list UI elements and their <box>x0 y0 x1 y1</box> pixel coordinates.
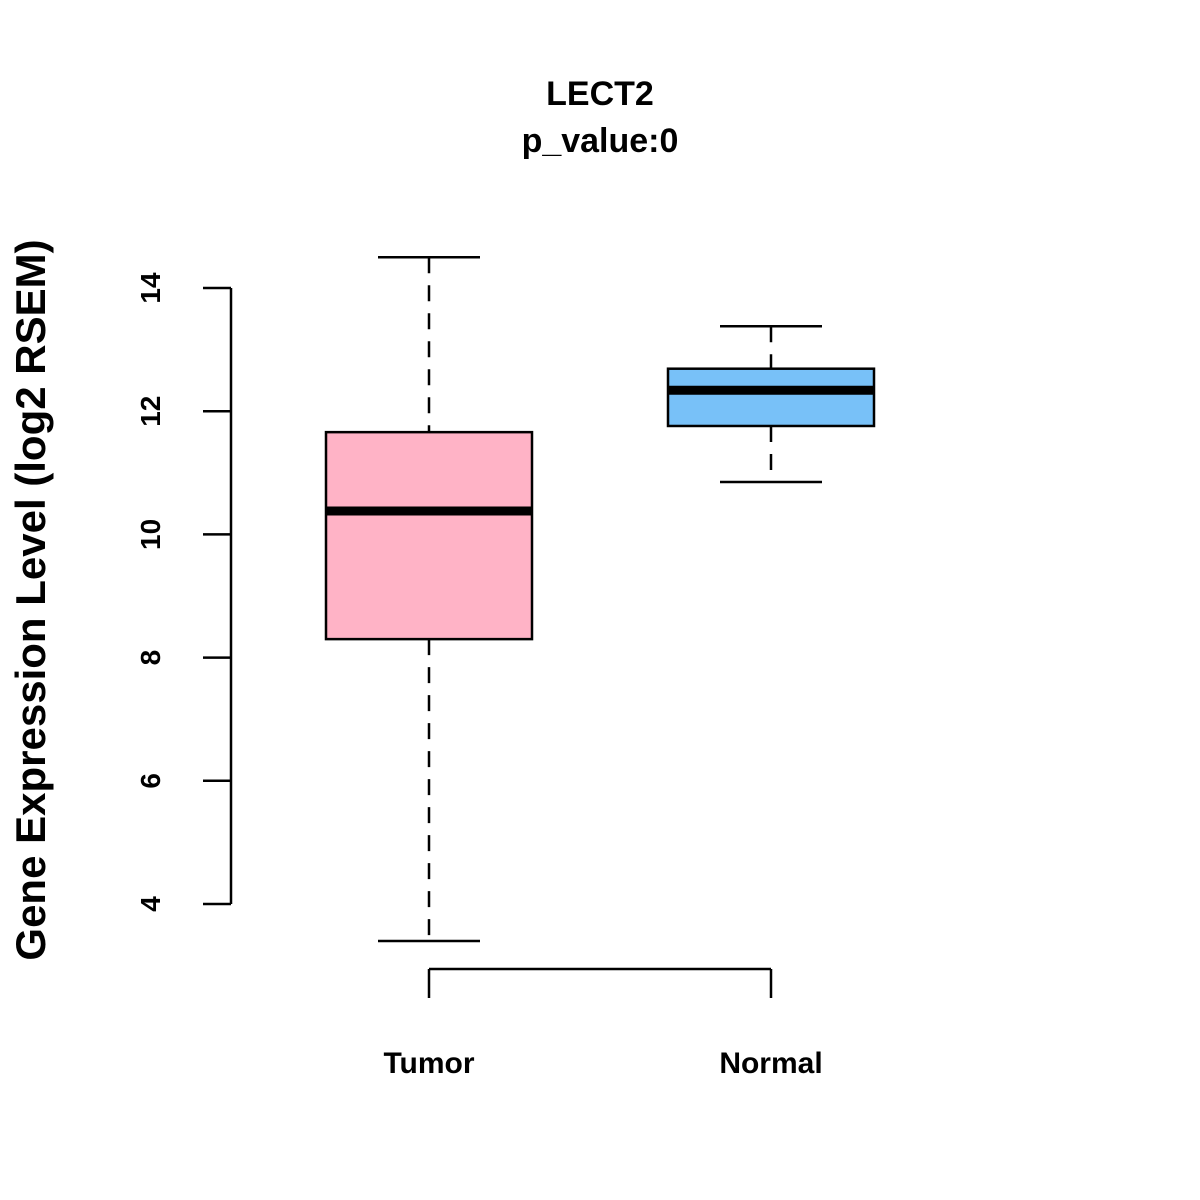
iqr-box <box>666 367 876 428</box>
y-tick-label: 4 <box>135 896 166 912</box>
chart-title: LECT2 <box>546 75 654 113</box>
y-tick-label: 6 <box>135 773 166 789</box>
y-tick-label: 12 <box>135 396 166 427</box>
chart-subtitle: p_value:0 <box>522 122 679 160</box>
x-tick-label: Normal <box>719 1047 822 1080</box>
y-tick-label: 8 <box>135 650 166 666</box>
box-normal <box>666 324 876 484</box>
y-tick-label: 14 <box>135 272 166 304</box>
y-axis: 4 6 8 10 12 14 <box>135 272 233 912</box>
iqr-box <box>324 430 534 641</box>
x-tick-label: Tumor <box>383 1047 474 1080</box>
y-axis-label: Gene Expression Level (log2 RSEM) <box>7 239 54 960</box>
y-tick-label: 10 <box>135 519 166 550</box>
x-axis: Tumor Normal <box>383 967 823 1080</box>
boxes <box>324 255 876 943</box>
box-tumor <box>324 255 534 943</box>
